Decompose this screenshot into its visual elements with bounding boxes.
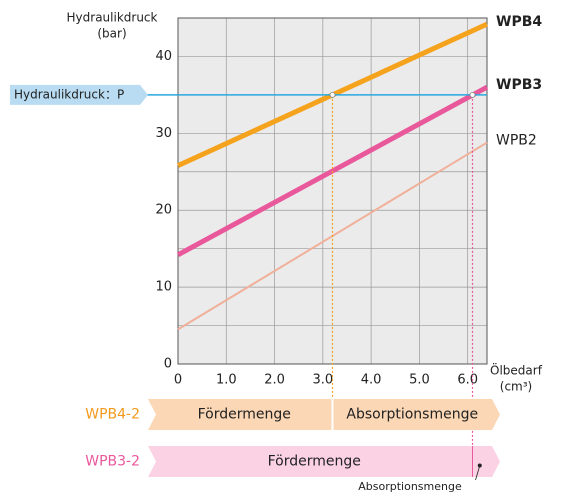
series-label: WPB2: [496, 133, 537, 149]
band-segment-label: Absorptionsmenge: [346, 407, 478, 423]
band-segment-label: Fördermenge: [198, 407, 291, 423]
x-axis-label: Ölbedarf: [490, 362, 543, 378]
callout-label: Absorptionsmenge: [358, 480, 462, 493]
x-tick-label: 0: [174, 373, 182, 388]
x-tick-label: 2.0: [264, 373, 285, 388]
intersection-point: [469, 91, 476, 98]
x-tick-label: 5.0: [409, 373, 430, 388]
y-tick-label: 40: [155, 49, 172, 64]
intersection-point: [329, 91, 336, 98]
y-tick-label: 20: [155, 203, 172, 218]
band: [148, 399, 500, 430]
band: [148, 446, 500, 477]
callout-box: [345, 480, 476, 494]
x-tick-label: 3.0: [313, 373, 334, 388]
band-name: WPB4-2: [85, 407, 140, 423]
x-axis-label: (cm³): [500, 380, 532, 394]
series-label: WPB4: [496, 14, 542, 30]
y-tick-label: 10: [155, 280, 172, 295]
pressure-label: Hydraulikdruck：P: [14, 87, 124, 101]
x-tick-label: 4.0: [361, 373, 382, 388]
band-segment-label: Fördermenge: [268, 454, 361, 470]
x-tick-label: 1.0: [216, 373, 237, 388]
series-label: WPB3: [496, 77, 542, 93]
band-name: WPB3-2: [85, 454, 140, 470]
y-axis-label: Hydraulikdruck: [67, 11, 158, 25]
x-tick-label: 6.0: [457, 373, 478, 388]
y-tick-label: 30: [155, 126, 172, 141]
pressure-label-box: [10, 84, 148, 105]
y-tick-label: 0: [164, 357, 172, 372]
y-axis-label: (bar): [97, 27, 126, 41]
